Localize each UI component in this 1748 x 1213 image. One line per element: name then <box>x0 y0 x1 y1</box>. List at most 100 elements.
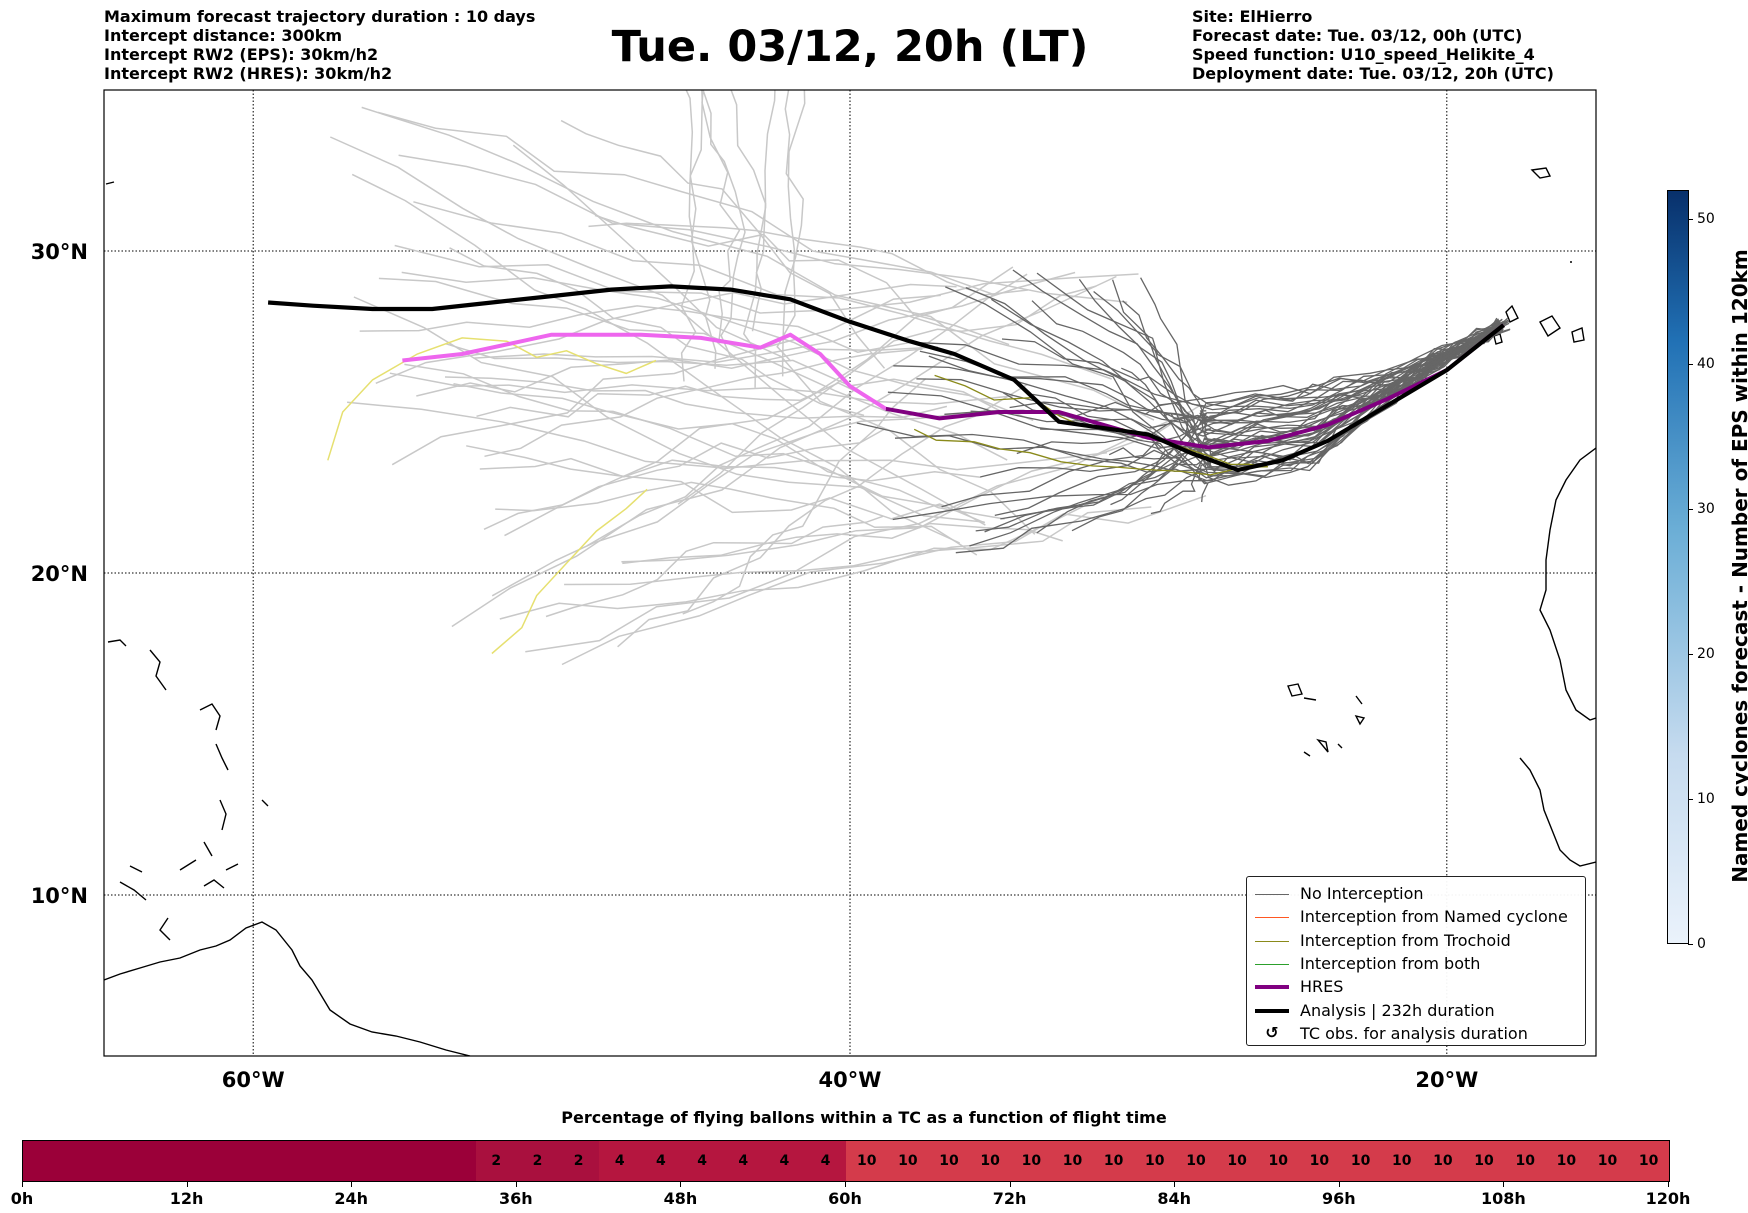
faded-trajectory-layer <box>327 90 1207 666</box>
faded-eps-trajectory <box>378 277 1008 461</box>
legend-item-named-cyclone: Interception from Named cyclone <box>1247 906 1585 929</box>
faded-eps-trajectory <box>377 111 995 296</box>
percentage-cell <box>146 1141 188 1181</box>
eps-trajectory <box>1040 328 1502 458</box>
legend-item-no-interception: No Interception <box>1247 883 1585 906</box>
tc-obs-marker-icon: ↺ <box>1265 1022 1279 1042</box>
faded-eps-trajectory <box>586 273 1028 547</box>
colorbar-tick-label: 40 <box>1697 356 1715 372</box>
time-tick-label: 120h <box>1645 1189 1691 1208</box>
percentage-cell: 4 <box>804 1141 847 1181</box>
time-tick-label: 108h <box>1480 1189 1526 1208</box>
legend-item-hres: HRES <box>1247 976 1585 999</box>
header-line: Speed function: U10_speed_Helikite_4 <box>1192 45 1535 64</box>
percentage-cell: 4 <box>640 1141 682 1181</box>
trajectory-map: 30°N 20°N 10°N 60°W 40°W 20°W <box>31 89 1597 1092</box>
time-tick <box>515 1181 517 1187</box>
coastline-south-america <box>104 921 471 1056</box>
faded-eps-trajectory <box>394 244 1139 314</box>
lat-tick-label: 30°N <box>31 240 88 264</box>
percentage-cell <box>64 1141 106 1181</box>
percentage-cell <box>187 1141 229 1181</box>
header-right-info: Site: ElHierro Forecast date: Tue. 03/12… <box>1192 7 1554 83</box>
eps-trajectory <box>980 324 1502 478</box>
faded-eps-trajectory <box>351 173 961 544</box>
time-tick <box>1174 1181 1176 1187</box>
faded-eps-trajectory <box>476 382 879 418</box>
faded-eps-trajectory <box>621 404 1201 563</box>
eps-trajectory <box>990 298 1503 469</box>
legend-line-sample <box>1255 1008 1289 1013</box>
header-line: Intercept RW2 (HRES): 30km/h2 <box>104 64 393 83</box>
legend-item-tc-obs: ↺ TC obs. for analysis duration <box>1247 1023 1585 1046</box>
percentage-cell <box>393 1141 435 1181</box>
faded-eps-trajectory <box>776 90 806 362</box>
time-tick-label: 12h <box>169 1189 204 1208</box>
trochoid-trajectory <box>913 428 1268 476</box>
percentage-cell: 10 <box>928 1141 970 1181</box>
faded-eps-trajectory <box>742 90 776 388</box>
percentage-cell: 10 <box>1298 1141 1340 1181</box>
faded-eps-trajectory <box>479 457 981 482</box>
colorbar-label: Named cyclones forecast - Number of EPS … <box>1728 249 1748 883</box>
colorbar-tick-label: 20 <box>1697 646 1715 662</box>
lon-tick-label: 60°W <box>222 1068 285 1092</box>
percentage-cell: 10 <box>1175 1141 1217 1181</box>
colorbar-tick <box>1688 944 1693 945</box>
percentage-cell: 10 <box>1093 1141 1135 1181</box>
faded-eps-trajectory <box>545 515 884 618</box>
faded-eps-trajectory <box>483 427 886 530</box>
faded-eps-trajectory <box>375 283 957 384</box>
time-tick-label: 72h <box>992 1189 1027 1208</box>
percentage-cell: 4 <box>681 1141 723 1181</box>
colorbar-tick-label: 30 <box>1697 501 1715 517</box>
eps-trajectory <box>975 327 1499 532</box>
time-tick <box>680 1181 682 1187</box>
colorbar-tick-label: 0 <box>1697 936 1706 952</box>
faded-eps-trajectory <box>353 296 985 523</box>
colorbar-tick-label: 50 <box>1697 211 1715 227</box>
percentage-cell: 10 <box>1216 1141 1258 1181</box>
faded-eps-trajectory <box>451 275 1117 628</box>
header-line: Forecast date: Tue. 03/12, 00h (UTC) <box>1192 26 1523 45</box>
eps-trajectory <box>1036 272 1507 408</box>
legend-line-sample <box>1255 963 1289 965</box>
eps-trajectory <box>944 327 1503 417</box>
faded-eps-trajectory <box>466 445 986 524</box>
time-tick-label: 60h <box>828 1189 862 1208</box>
percentage-chart-title: Percentage of flying ballons within a TC… <box>561 1108 1167 1127</box>
legend-label: Analysis | 232h duration <box>1300 1000 1495 1020</box>
legend-line-sample <box>1255 917 1289 919</box>
percentage-cell: 10 <box>1545 1141 1587 1181</box>
page-title: Tue. 03/12, 20h (LT) <box>611 22 1089 72</box>
coastline-africa <box>1519 447 1596 867</box>
percentage-cell <box>23 1141 65 1181</box>
faded-eps-trajectory <box>391 294 941 466</box>
time-tick-label: 0h <box>10 1189 34 1208</box>
faded-eps-trajectory <box>689 90 717 369</box>
faded-eps-trajectory <box>560 119 886 369</box>
legend-line-sample <box>1255 940 1289 942</box>
faded-trochoid-trajectory <box>327 337 657 461</box>
percentage-cell: 4 <box>599 1141 641 1181</box>
time-tick <box>351 1181 353 1187</box>
legend-label: HRES <box>1300 977 1344 997</box>
percentage-cell: 10 <box>1381 1141 1423 1181</box>
eps-trajectory-layer <box>856 269 1511 554</box>
colorbar <box>1667 190 1689 944</box>
legend-item-analysis: Analysis | 232h duration <box>1247 1000 1585 1023</box>
faded-eps-trajectory <box>329 136 986 526</box>
header-line: Maximum forecast trajectory duration : 1… <box>104 7 536 26</box>
faded-eps-trajectory <box>561 494 1207 666</box>
percentage-cell <box>352 1141 394 1181</box>
grid-layer <box>104 90 1596 1056</box>
faded-eps-trajectory <box>702 90 746 359</box>
map-frame <box>103 89 1597 1057</box>
faded-eps-trajectory <box>677 285 1097 505</box>
faded-eps-trajectory <box>682 378 927 615</box>
faded-eps-trajectory <box>701 90 741 345</box>
faded-eps-trajectory <box>449 247 865 417</box>
lon-tick-label: 20°W <box>1415 1068 1478 1092</box>
percentage-cell: 10 <box>1504 1141 1546 1181</box>
coastline-caribbean-islands <box>107 639 229 941</box>
